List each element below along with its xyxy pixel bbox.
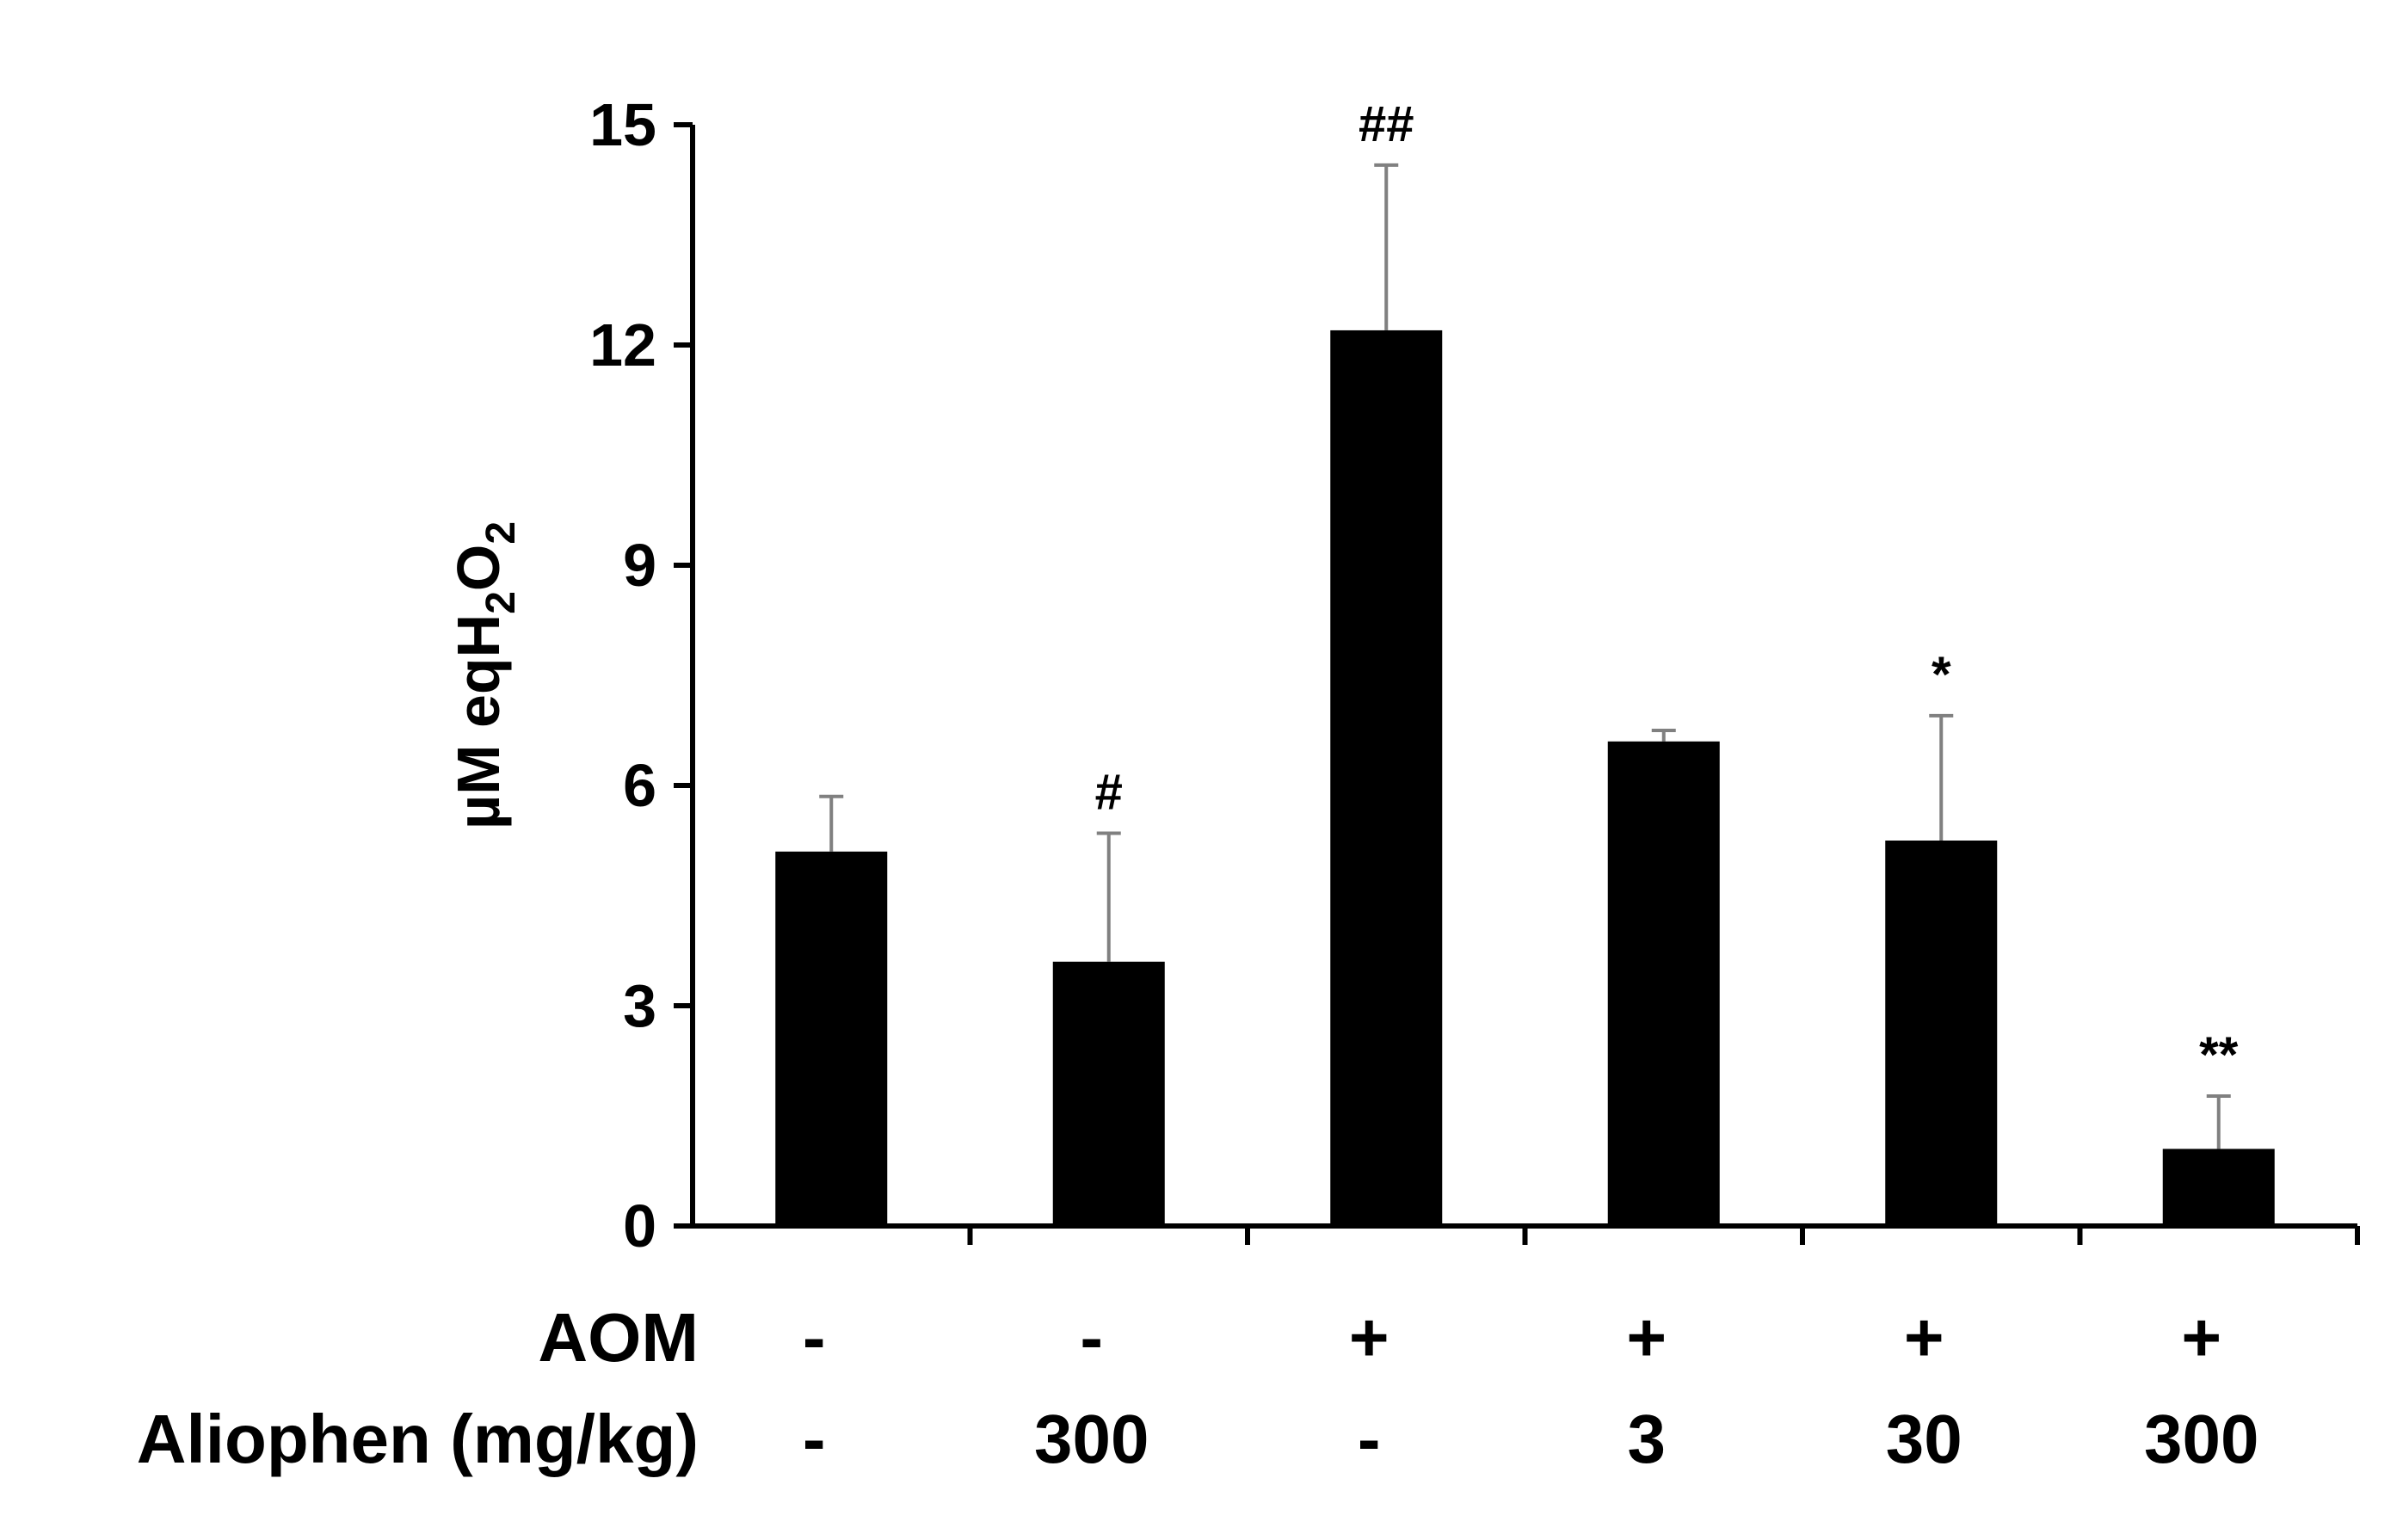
treatment-row-value: 3 (1628, 1401, 1667, 1477)
treatment-row-value: - (803, 1299, 826, 1376)
y-tick-label: 9 (623, 532, 656, 599)
y-axis-label-sub2: 2 (478, 521, 524, 545)
treatment-rows-layer: AOM - - + + + + Aliophen (mg/kg) - 300 - 3 30 300 (137, 1299, 2259, 1477)
bar (1330, 330, 1443, 1226)
bar (1607, 741, 1720, 1226)
significance-label: * (1932, 647, 1951, 703)
treatment-row-value: 30 (1886, 1401, 1962, 1477)
y-tick-label: 12 (589, 311, 656, 379)
y-axis-label-sub1: 2 (478, 591, 524, 614)
treatment-row-value: + (1626, 1299, 1667, 1376)
bar (1052, 961, 1165, 1226)
treatment-row-label: Aliophen (mg/kg) (137, 1401, 699, 1477)
y-axis-label-mid: O (445, 545, 512, 591)
significance-label: ## (1359, 96, 1414, 152)
y-tick-label: 3 (623, 972, 656, 1039)
treatment-row-value: - (803, 1401, 826, 1477)
significance-label: ** (2199, 1027, 2239, 1083)
y-tick-label: 0 (623, 1192, 656, 1260)
bars-layer (775, 330, 2275, 1226)
y-tick-label: 6 (623, 752, 656, 819)
treatment-row-value: + (1349, 1299, 1389, 1376)
error-bars-layer (819, 163, 2231, 1149)
bar (775, 851, 888, 1226)
significance-label: # (1095, 764, 1123, 820)
bar (1885, 841, 1998, 1226)
significance-layer: ###*** (1095, 96, 2239, 1083)
y-ticks-layer: 0 3 6 9 12 15 (589, 91, 693, 1260)
y-tick-label: 15 (589, 91, 656, 158)
treatment-row-value: + (2181, 1299, 2221, 1376)
treatment-row-value: - (1358, 1401, 1381, 1477)
x-ticks-layer (967, 1226, 2360, 1245)
y-axis-label-main: µM eqH (445, 614, 512, 829)
treatment-row-value: - (1080, 1299, 1103, 1376)
treatment-row-value: + (1904, 1299, 1944, 1376)
treatment-row-value: 300 (2144, 1401, 2258, 1477)
axes-layer (690, 125, 2357, 1229)
treatment-row-value: 300 (1034, 1401, 1149, 1477)
treatment-row-label: AOM (538, 1299, 699, 1376)
y-axis-label: µM eqH2O2 (445, 521, 524, 829)
bar (2162, 1149, 2275, 1226)
